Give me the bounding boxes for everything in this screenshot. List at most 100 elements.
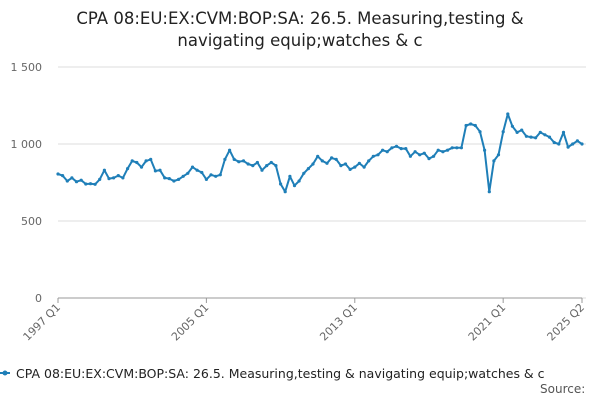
data-point: [325, 161, 329, 165]
data-point: [269, 160, 273, 165]
data-point: [218, 173, 222, 177]
chart-title-line-2: navigating equip;watches & c: [177, 31, 422, 50]
data-point: [283, 190, 287, 194]
data-point: [348, 167, 352, 171]
data-point: [441, 150, 445, 154]
data-point: [84, 182, 88, 186]
data-point: [167, 177, 171, 181]
data-point: [487, 190, 491, 194]
data-point: [214, 174, 218, 178]
legend: CPA 08:EU:EX:CVM:BOP:SA: 26.5. Measuring…: [0, 366, 545, 381]
data-point: [297, 179, 301, 183]
data-point: [237, 160, 241, 164]
data-point: [455, 146, 459, 150]
data-point: [404, 147, 408, 151]
data-point: [144, 159, 148, 163]
data-point: [566, 145, 570, 149]
data-point: [501, 130, 505, 134]
data-point: [149, 157, 153, 161]
data-point: [209, 173, 213, 177]
data-point: [561, 130, 566, 134]
data-point: [316, 154, 320, 158]
data-point: [107, 177, 111, 181]
data-point: [195, 168, 199, 172]
data-point: [413, 150, 417, 154]
data-point: [135, 160, 139, 165]
data-point: [520, 128, 524, 132]
data-point: [330, 156, 334, 160]
data-point: [418, 153, 422, 157]
data-point: [376, 153, 380, 157]
data-point: [61, 174, 65, 178]
data-point: [139, 165, 144, 169]
data-point: [473, 123, 477, 128]
data-point: [56, 172, 60, 176]
data-point: [320, 159, 324, 163]
data-point: [172, 179, 176, 183]
chart-title-line-1: CPA 08:EU:EX:CVM:BOP:SA: 26.5. Measuring…: [76, 9, 523, 28]
data-point: [163, 176, 167, 180]
data-point: [381, 148, 385, 152]
data-point: [362, 165, 366, 169]
data-point: [102, 168, 106, 172]
data-point: [88, 182, 93, 186]
data-point: [121, 176, 125, 180]
data-point: [343, 162, 348, 166]
data-point: [334, 157, 338, 161]
data-point: [450, 146, 454, 150]
data-point: [496, 153, 501, 157]
data-point: [126, 167, 130, 171]
y-tick-label: 1 500: [11, 61, 43, 74]
legend-series-label: CPA 08:EU:EX:CVM:BOP:SA: 26.5. Measuring…: [16, 366, 545, 381]
data-point: [274, 164, 278, 168]
data-point: [241, 159, 246, 163]
legend-dot-marker: [2, 370, 8, 376]
data-point: [385, 150, 389, 154]
data-point: [459, 146, 463, 150]
data-point: [394, 144, 399, 148]
data-point: [478, 130, 482, 134]
data-point: [112, 176, 116, 180]
x-tick-label: 2025 Q2: [545, 301, 588, 344]
data-point: [311, 162, 315, 166]
y-tick-label: 1 000: [11, 138, 43, 151]
data-point: [288, 174, 292, 178]
data-point: [186, 171, 190, 175]
x-axis: 1997 Q1 2005 Q1 2013 Q1 2021 Q1 2025 Q2: [21, 297, 588, 344]
data-point: [357, 161, 361, 165]
data-point: [367, 159, 371, 163]
data-point: [529, 135, 533, 139]
data-point: [116, 174, 120, 178]
y-gridlines: [58, 66, 586, 299]
data-point: [580, 142, 584, 146]
data-point: [515, 130, 519, 134]
data-point: [432, 154, 436, 158]
x-tick-label: 1997 Q1: [21, 301, 64, 344]
data-point: [339, 164, 343, 168]
data-point: [130, 159, 134, 163]
data-point: [190, 165, 195, 169]
data-point: [292, 184, 297, 188]
data-point: [260, 168, 264, 172]
y-tick-label: 0: [35, 292, 42, 305]
data-point: [543, 133, 547, 137]
series-line: [57, 113, 583, 193]
data-point: [265, 164, 269, 168]
data-point: [390, 146, 394, 150]
data-point: [98, 177, 102, 181]
x-tick-label: 2005 Q1: [169, 301, 212, 344]
data-point: [353, 165, 357, 169]
source-label: Source:: [540, 382, 585, 396]
data-point: [251, 164, 255, 168]
data-point: [492, 159, 496, 163]
data-point: [74, 180, 79, 184]
data-point: [427, 157, 431, 161]
data-point: [399, 147, 403, 151]
data-point: [524, 134, 529, 138]
data-point: [510, 124, 514, 128]
data-point: [547, 135, 552, 139]
data-point: [464, 123, 468, 128]
data-point: [158, 168, 162, 172]
data-point: [469, 122, 473, 126]
